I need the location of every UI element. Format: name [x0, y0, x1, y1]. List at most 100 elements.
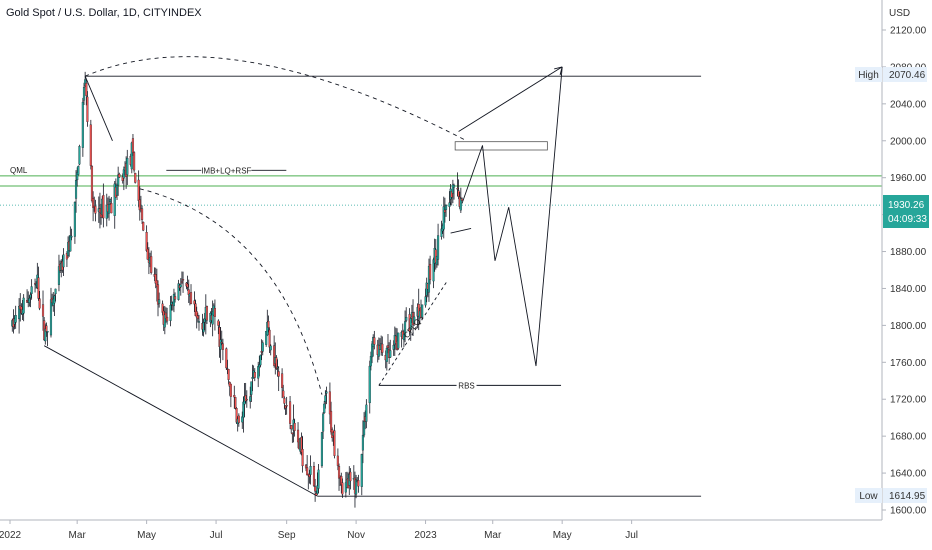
low-label: Low: [859, 491, 878, 502]
candle-up: [265, 331, 268, 345]
candle-down: [386, 345, 390, 348]
candle-down: [291, 432, 294, 435]
candle-up: [158, 299, 161, 304]
high-diagonal-line: [84, 75, 113, 141]
low-label-bg: [855, 488, 882, 503]
candle-down: [267, 321, 270, 328]
candle-up: [324, 395, 327, 402]
candle-up: [109, 199, 112, 202]
candle-down: [221, 343, 224, 350]
candle-down: [245, 398, 248, 401]
candle-up: [452, 184, 456, 188]
y-axis[interactable]: 1600.00 1640.00 1680.00 1720.00 1760.00 1800.…: [882, 26, 927, 517]
projection-arrow-head: [554, 66, 563, 76]
candle-up: [126, 157, 129, 175]
candle-up: [117, 174, 120, 186]
candle-down: [118, 173, 121, 178]
candle-up: [77, 166, 80, 175]
x-tick-label: May: [137, 530, 156, 541]
candle-down: [233, 395, 236, 398]
candle-down: [89, 124, 92, 166]
x-axis[interactable]: 2022 Mar May Jul Sep Nov 2023 Mar May Jul: [0, 520, 638, 541]
candle-down: [253, 372, 256, 378]
candle-up: [261, 342, 264, 352]
candle-down: [429, 263, 432, 280]
candle-down: [182, 279, 185, 281]
imb-label: IMB+LQ+RSF: [201, 166, 251, 175]
candle-up: [115, 185, 119, 196]
x-tick-label: Jul: [210, 530, 223, 541]
candle-down: [146, 248, 149, 260]
candle-up: [81, 101, 84, 148]
candle-up: [424, 296, 427, 306]
candle-up: [74, 180, 78, 199]
candle-up: [73, 201, 76, 237]
candle-down: [98, 208, 101, 213]
candle-down: [174, 296, 177, 300]
candle-up: [250, 381, 253, 395]
high-label-bg: [855, 67, 882, 82]
candle-up: [172, 293, 175, 307]
candle-up: [14, 315, 17, 323]
y-tick-label: 1960.00: [890, 173, 927, 184]
candle-down: [336, 455, 339, 466]
candle-up: [82, 87, 86, 101]
candle-up: [368, 365, 371, 404]
candle-down: [290, 425, 293, 430]
candle-up: [444, 205, 448, 210]
candle-down: [229, 383, 232, 397]
candle-up: [397, 332, 400, 349]
candle-up: [259, 354, 262, 366]
qml-label: QML: [10, 166, 28, 175]
y-tick-label: 2120.00: [890, 26, 927, 37]
candle-down: [457, 190, 460, 197]
candle-up: [365, 404, 368, 422]
candle-down: [330, 410, 333, 433]
candle-up: [202, 322, 205, 333]
candle-up: [409, 318, 412, 330]
candle-up: [404, 321, 407, 337]
current-price-value: 1930.26: [888, 200, 925, 211]
candle-up: [29, 294, 32, 298]
candle-up: [177, 283, 180, 300]
candle-up: [122, 169, 125, 179]
high-value: 2070.46: [889, 70, 926, 81]
candle-up: [448, 202, 451, 207]
x-tick-label: Mar: [69, 530, 87, 541]
candle-up: [197, 321, 201, 323]
candle-down: [102, 195, 105, 219]
candle-up: [309, 466, 312, 475]
candle-down: [94, 206, 97, 214]
candle-up: [249, 396, 252, 402]
candle-down: [341, 482, 344, 495]
y-tick-label: 1600.00: [890, 506, 927, 517]
candle-up: [459, 198, 462, 211]
candle-up: [211, 311, 214, 325]
candle-up: [69, 235, 72, 252]
candle-down: [357, 480, 360, 487]
candle-down: [312, 466, 316, 487]
candle-up: [257, 366, 260, 379]
candle-down: [213, 307, 216, 317]
candle-up: [360, 454, 363, 487]
candle-down: [90, 165, 94, 201]
candle-up: [219, 339, 222, 350]
candle-down: [349, 471, 352, 482]
candle-down: [220, 342, 223, 344]
candle-down: [217, 320, 220, 326]
candle-down: [234, 397, 237, 409]
candle-down: [205, 306, 209, 321]
candle-down: [293, 423, 296, 431]
candle-up: [78, 146, 81, 165]
candle-down: [134, 173, 137, 183]
candle-down: [282, 390, 285, 398]
dashed-arc-lower: [139, 188, 323, 395]
candle-down: [381, 343, 384, 353]
candle-down: [289, 401, 292, 424]
candle-up: [203, 318, 206, 323]
candle-down: [373, 337, 376, 345]
candle-down: [268, 329, 271, 348]
y-tick-label: 1640.00: [890, 469, 927, 480]
